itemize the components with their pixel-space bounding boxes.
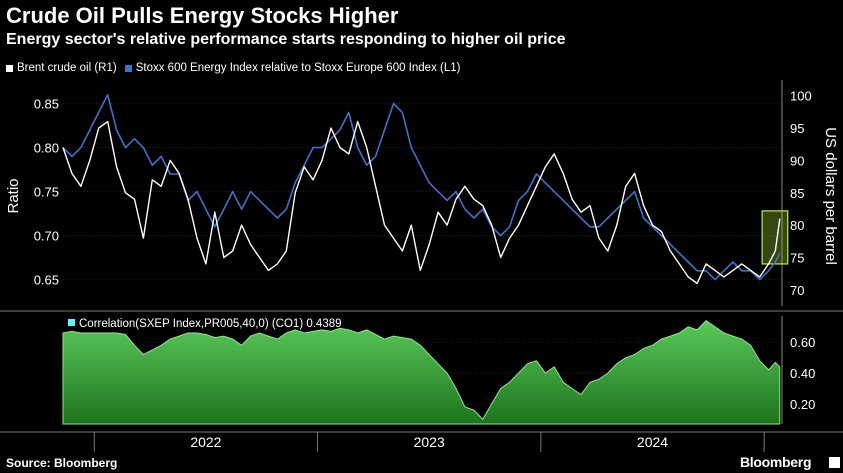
legend-item-brent: Brent crude oil (R1) <box>6 62 117 74</box>
lower-tick-label: 0.60 <box>790 335 815 350</box>
legend-label-stoxx: Stoxx 600 Energy Index relative to Stoxx… <box>135 62 461 74</box>
y-axis-label-right: US dollars per barrel <box>822 127 839 265</box>
x-tick-label: 2024 <box>637 434 668 450</box>
right-tick-label: 100 <box>790 89 812 104</box>
lower-tick-label: 0.40 <box>790 366 815 381</box>
series-area-correlation <box>62 319 781 425</box>
legend-swatch-stoxx <box>124 64 132 72</box>
chart-subtitle: Energy sector's relative performance sta… <box>6 31 566 48</box>
left-tick-label: 0.85 <box>34 97 59 112</box>
series-line-brent <box>62 120 781 285</box>
highlight-box <box>761 210 789 265</box>
brand-logo: Bloomberg <box>740 454 812 470</box>
series-line-stoxx-energy-relative <box>62 94 781 281</box>
legend-label-brent: Brent crude oil (R1) <box>17 62 117 74</box>
left-tick-label: 0.70 <box>34 229 59 244</box>
lower-legend-swatch <box>68 319 75 326</box>
brand-icon <box>829 457 840 468</box>
right-tick-label: 80 <box>790 218 804 233</box>
lower-tick-label: 0.20 <box>790 397 815 412</box>
x-tick-label: 2023 <box>414 434 445 450</box>
source-note: Source: Bloomberg <box>6 456 118 470</box>
left-tick-label: 0.80 <box>34 141 59 156</box>
right-tick-label: 75 <box>790 250 804 265</box>
right-tick-label: 85 <box>790 186 804 201</box>
right-tick-label: 70 <box>790 283 804 298</box>
legend: Brent crude oil (R1) Stoxx 600 Energy In… <box>6 62 468 74</box>
left-tick-label: 0.75 <box>34 185 59 200</box>
y-axis-label-left: Ratio <box>5 178 22 213</box>
left-tick-label: 0.65 <box>34 273 59 288</box>
lower-legend-label: Correlation(SXEP Index,PR005,40,0) (CO1)… <box>79 318 342 330</box>
legend-item-stoxx: Stoxx 600 Energy Index relative to Stoxx… <box>124 62 461 74</box>
x-tick-label: 2022 <box>190 434 221 450</box>
right-tick-label: 90 <box>790 153 804 168</box>
right-tick-label: 95 <box>790 121 804 136</box>
legend-swatch-brent <box>6 64 13 72</box>
chart-title: Crude Oil Pulls Energy Stocks Higher <box>6 3 399 28</box>
